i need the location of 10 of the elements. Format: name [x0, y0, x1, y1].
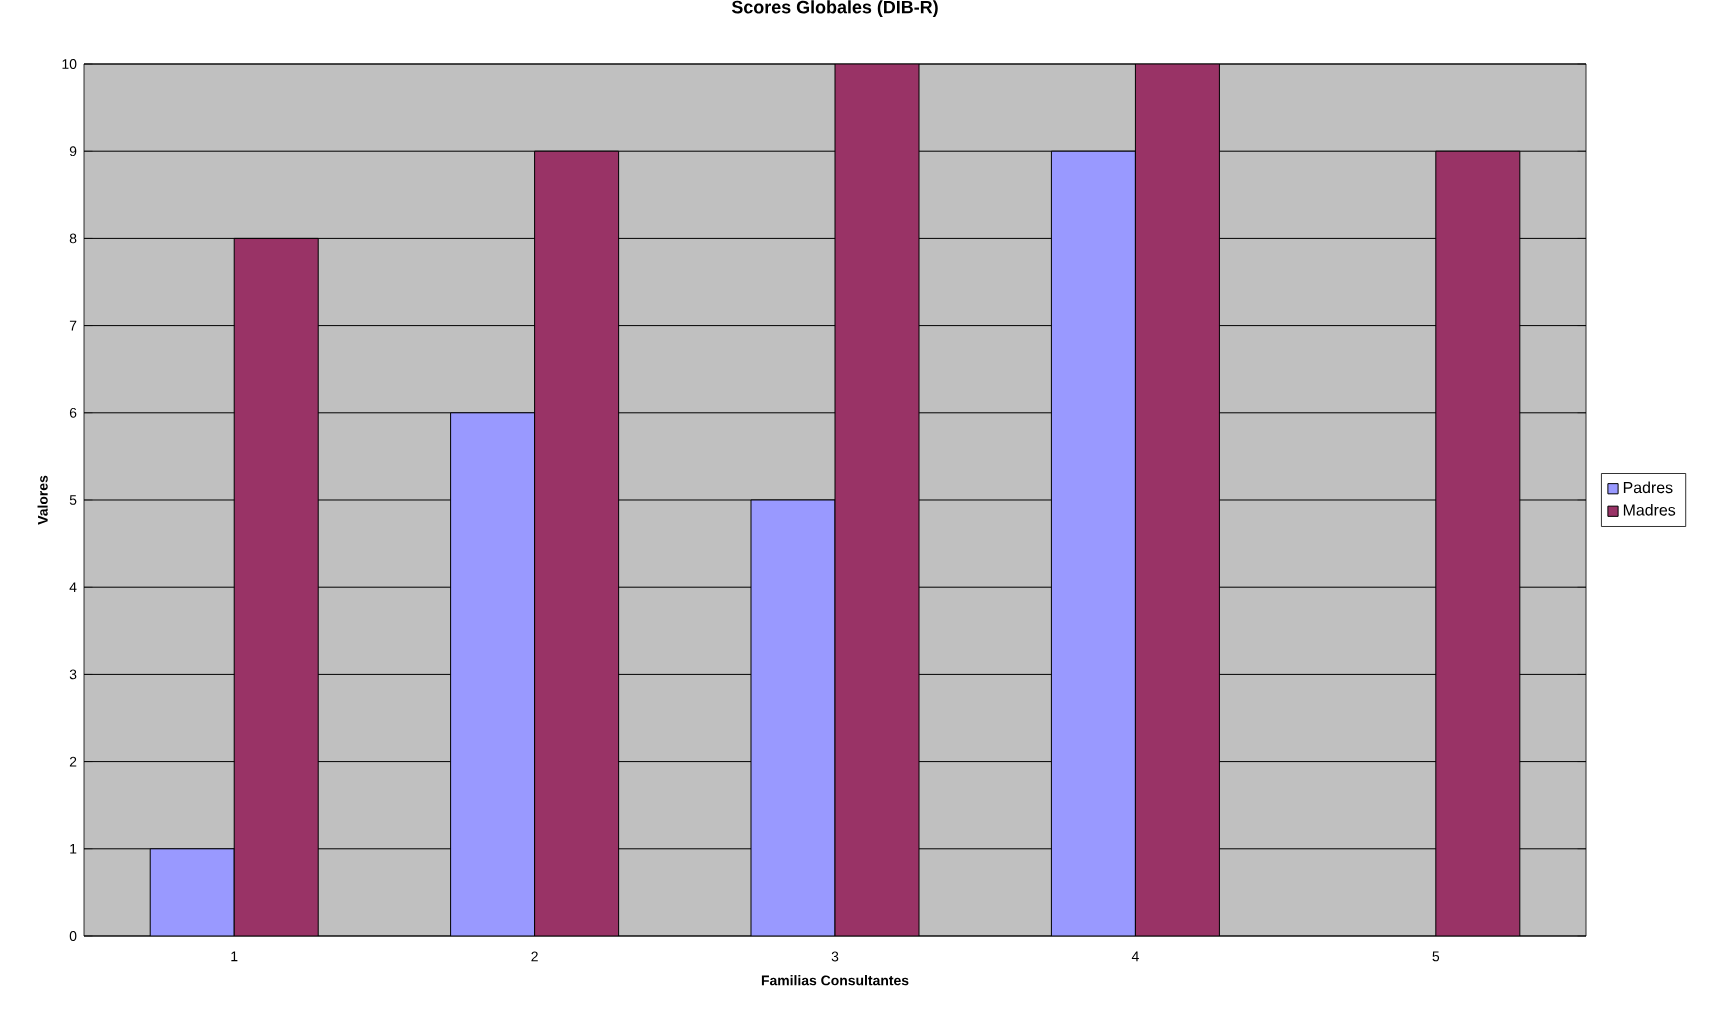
bar	[1050, 150, 1136, 936]
bar	[233, 237, 319, 936]
bar	[534, 150, 620, 936]
bar	[750, 499, 836, 936]
bar	[834, 63, 920, 936]
bar	[1134, 63, 1220, 936]
bar	[450, 412, 536, 936]
bar	[1435, 150, 1521, 936]
bar	[149, 848, 235, 936]
chart-title: Scores Globales (DIB-R)	[731, 0, 938, 17]
